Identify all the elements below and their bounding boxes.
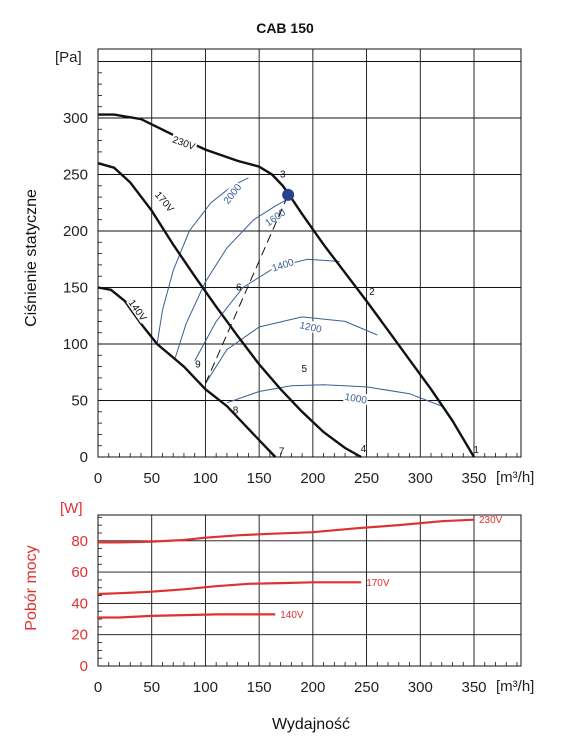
pressure-y-tick-label: 0 — [80, 449, 88, 466]
point-label: 3 — [280, 170, 286, 181]
pressure-y-title: Ciśnienie statyczne — [23, 189, 40, 327]
pressure-x-tick-label: 0 — [94, 470, 102, 487]
pressure-x-tick-label: 50 — [143, 470, 160, 487]
pressure-y-tick-label: 250 — [63, 167, 88, 184]
voltage-label-bg — [170, 132, 199, 153]
voltage-label-bg — [126, 296, 151, 324]
power-x-tick-label: 200 — [300, 679, 325, 696]
point-labels: 1 2 3 4 5 6 7 8 9 — [195, 170, 479, 458]
point-label: 9 — [195, 359, 201, 370]
point-label: 6 — [236, 283, 242, 294]
power-y-title: Pobór mocy — [23, 545, 40, 630]
resistance-label-bg — [297, 318, 324, 335]
pressure-x-tick-label: 200 — [300, 470, 325, 487]
pressure-y-unit: [Pa] — [55, 49, 82, 66]
resistance-curve-label: 1000 — [344, 392, 368, 407]
pressure-curve — [97, 286, 277, 458]
pressure-plot-frame — [97, 48, 522, 458]
pressure-y-tick-label: 50 — [71, 393, 88, 410]
power-curve-label: 170V — [366, 578, 390, 589]
pressure-y-tick-label: 200 — [63, 223, 88, 240]
pressure-y-tick-label: 150 — [63, 280, 88, 297]
power-y-tick-label: 40 — [71, 595, 88, 612]
resistance-curve — [174, 196, 292, 358]
pressure-x-tick-label: 250 — [354, 470, 379, 487]
resistance-curve — [226, 384, 442, 407]
point-label: 4 — [361, 444, 367, 455]
voltage-label-bg — [152, 187, 178, 215]
pressure-x-tick-label: 350 — [461, 470, 486, 487]
pressure-tick-labels: 0 50 100 150 200 250 300 350 0 50 100 150 200 250 300 — [63, 110, 487, 487]
point-label: 7 — [279, 446, 285, 457]
power-curve — [97, 581, 362, 596]
pressure-curve — [98, 113, 476, 458]
point-label: 5 — [301, 364, 307, 375]
resistance-label-bg — [220, 180, 244, 207]
pressure-curve — [97, 162, 362, 459]
power-curve-label: 230V — [479, 515, 503, 526]
power-series: 230V 170V 140V — [97, 515, 503, 621]
resistance-label-bg — [269, 255, 296, 274]
power-y-tick-label: 80 — [71, 533, 88, 550]
chart-title: CAB 150 — [256, 20, 314, 36]
pressure-x-tick-label: 300 — [408, 470, 433, 487]
operating-point — [282, 188, 295, 201]
pressure-minor-ticks — [98, 72, 518, 457]
power-x-unit: [m³/h] — [496, 678, 534, 695]
power-curve-label: 140V — [280, 610, 304, 621]
resistance-curve — [194, 258, 340, 362]
point-label: 1 — [473, 445, 479, 456]
power-minor-ticks — [98, 516, 518, 666]
resistance-curve — [204, 316, 378, 384]
system-line — [204, 194, 289, 384]
power-curve — [98, 518, 475, 544]
resistance-label-bg — [343, 390, 369, 406]
resistance-curve-label: 1400 — [271, 257, 296, 274]
power-y-tick-label: 60 — [71, 564, 88, 581]
resistance-curve-label: 1200 — [298, 320, 322, 335]
pressure-x-unit: [m³/h] — [496, 469, 534, 486]
x-axis-title: Wydajność — [272, 716, 350, 733]
power-plot-frame — [97, 514, 522, 667]
power-x-tick-label: 350 — [461, 679, 486, 696]
power-y-tick-label: 0 — [80, 658, 88, 675]
power-y-tick-label: 20 — [71, 627, 88, 644]
pressure-y-tick-label: 100 — [63, 336, 88, 353]
power-x-tick-label: 300 — [408, 679, 433, 696]
pressure-y-tick-label: 300 — [63, 110, 88, 127]
pressure-grid — [98, 49, 521, 457]
power-y-unit: [W] — [60, 500, 83, 517]
pressure-x-tick-label: 100 — [193, 470, 218, 487]
power-curve — [98, 613, 276, 619]
power-x-tick-label: 100 — [193, 679, 218, 696]
power-x-tick-label: 50 — [143, 679, 160, 696]
power-x-tick-label: 150 — [247, 679, 272, 696]
pressure-x-tick-label: 150 — [247, 470, 272, 487]
point-label: 2 — [369, 287, 375, 298]
point-label: 8 — [233, 406, 239, 417]
voltage-curve-label: 230V — [171, 135, 197, 153]
power-tick-labels: 0 50 100 150 200 250 300 350 0 20 40 60 80 — [71, 533, 486, 696]
power-x-tick-label: 0 — [94, 679, 102, 696]
power-x-tick-label: 250 — [354, 679, 379, 696]
